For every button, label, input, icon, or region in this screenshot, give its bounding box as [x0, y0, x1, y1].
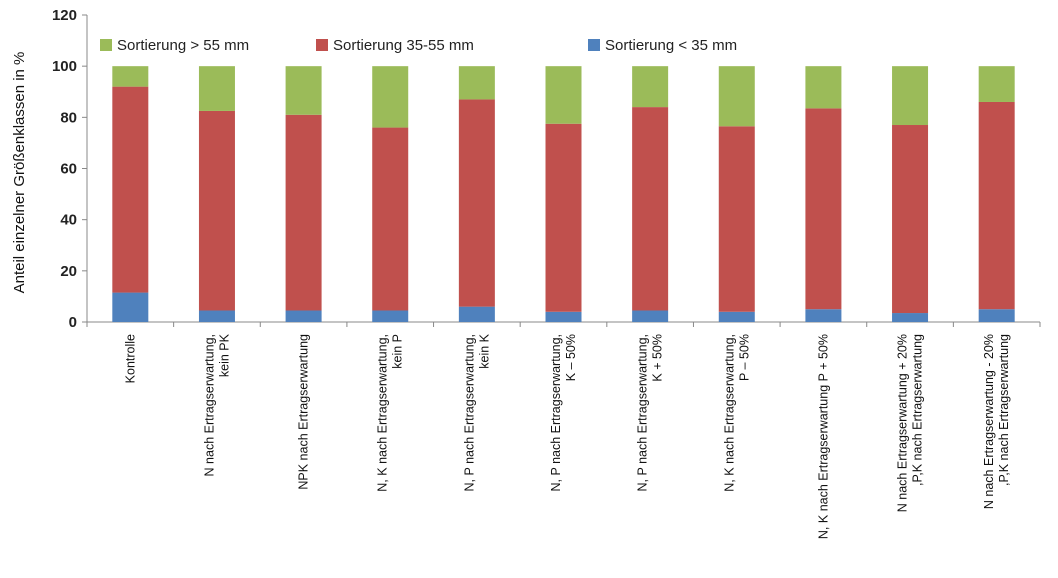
- x-tick-label: N, K nach Ertragserwartung,P – 50%: [722, 334, 751, 492]
- x-tick-label: N, K nach Ertragserwartung P + 50%: [816, 334, 830, 539]
- x-tick-label-line: kein PK: [217, 333, 231, 377]
- bar-segment: [285, 310, 322, 322]
- bar-segment: [285, 66, 322, 115]
- bar-segment: [545, 123, 582, 312]
- bar-segment: [285, 114, 322, 311]
- bar-segment: [718, 66, 755, 127]
- bar-segment: [892, 66, 929, 126]
- legend-entry: Sortierung < 35 mm: [605, 37, 737, 54]
- bar-segment: [372, 66, 409, 128]
- bar-segment: [458, 99, 495, 307]
- bar-segment: [112, 292, 149, 322]
- y-tick-label: 80: [60, 109, 77, 126]
- legend-entry: Sortierung > 55 mm: [117, 37, 249, 54]
- bar-segment: [632, 107, 669, 311]
- bar-segment: [198, 66, 235, 111]
- legend-swatch: [316, 39, 328, 51]
- x-tick-label-line: ,P,K nach Ertragserwartung: [911, 334, 925, 486]
- bar-segment: [892, 313, 929, 322]
- x-tick-label: N nach Ertragserwartung + 20%,P,K nach E…: [896, 334, 925, 512]
- bar-segment: [458, 66, 495, 100]
- x-tick-label-line: N, K nach Ertragserwartung P + 50%: [816, 334, 830, 539]
- legend-swatch: [100, 39, 112, 51]
- bar-segment: [458, 306, 495, 322]
- bar-segment: [545, 66, 582, 124]
- bar-segment: [805, 309, 842, 322]
- x-tick-label-line: NPK nach Ertragserwartung: [297, 334, 311, 490]
- bar-segment: [805, 108, 842, 310]
- bar-segment: [372, 310, 409, 322]
- x-tick-label: N, P nach Ertragserwartung,K – 50%: [549, 334, 578, 491]
- y-tick-label: 40: [60, 212, 77, 229]
- bar-segment: [545, 311, 582, 322]
- bar-segment: [718, 311, 755, 322]
- bar-segment: [718, 126, 755, 312]
- bar-segment: [632, 66, 669, 108]
- x-tick-label-line: N, P nach Ertragserwartung,: [636, 334, 650, 491]
- bar-segment: [112, 86, 149, 293]
- x-tick-label-line: kein P: [391, 334, 405, 369]
- y-tick-label: 20: [60, 263, 77, 280]
- bar-segment: [372, 127, 409, 311]
- x-tick-label: N, P nach Ertragserwartung,K + 50%: [636, 334, 665, 491]
- bar-segment: [805, 66, 842, 109]
- x-tick-label-line: ,P,K nach Ertragserwartung: [997, 334, 1011, 486]
- y-tick-label: 0: [69, 314, 77, 331]
- x-tick-label-line: N nach Ertragserwartung + 20%: [896, 334, 910, 512]
- x-tick-label-line: K – 50%: [564, 334, 578, 381]
- x-tick-label-line: K + 50%: [651, 334, 665, 382]
- bar-segment: [978, 309, 1015, 322]
- x-tick-label: NPK nach Ertragserwartung: [297, 334, 311, 490]
- y-tick-label: 60: [60, 161, 77, 178]
- legend-swatch: [588, 39, 600, 51]
- y-axis-label: Anteil einzelner Größenklassen in %: [11, 52, 28, 294]
- x-tick-label: N, K nach Ertragserwartung,kein P: [376, 334, 405, 492]
- bar-segment: [632, 310, 669, 322]
- bar-segment: [978, 66, 1015, 102]
- x-tick-label-line: N nach Ertragserwartung,: [202, 334, 216, 476]
- x-tick-label: N nach Ertragserwartung - 20%,P,K nach E…: [982, 334, 1011, 509]
- x-tick-label: N, P nach Ertragserwartung,kein K: [462, 333, 491, 491]
- x-tick-label: N nach Ertragserwartung,kein PK: [202, 333, 231, 476]
- x-tick-label: Kontrolle: [123, 334, 137, 383]
- y-tick-label: 100: [52, 58, 77, 75]
- x-tick-label-line: Kontrolle: [123, 334, 137, 383]
- x-tick-label-line: N, K nach Ertragserwartung,: [722, 334, 736, 492]
- y-tick-label: 120: [52, 7, 77, 24]
- x-tick-label-line: N, K nach Ertragserwartung,: [376, 334, 390, 492]
- bar-segment: [112, 66, 149, 87]
- bar-segment: [978, 101, 1015, 310]
- bar-segment: [892, 125, 929, 314]
- x-tick-label-line: kein K: [477, 333, 491, 368]
- x-tick-label-line: P – 50%: [737, 334, 751, 381]
- x-tick-label-line: N nach Ertragserwartung - 20%: [982, 334, 996, 509]
- bar-segment: [198, 310, 235, 322]
- x-tick-label-line: N, P nach Ertragserwartung,: [462, 334, 476, 491]
- legend-entry: Sortierung 35-55 mm: [333, 37, 474, 54]
- bar-segment: [198, 110, 235, 311]
- x-tick-label-line: N, P nach Ertragserwartung,: [549, 334, 563, 491]
